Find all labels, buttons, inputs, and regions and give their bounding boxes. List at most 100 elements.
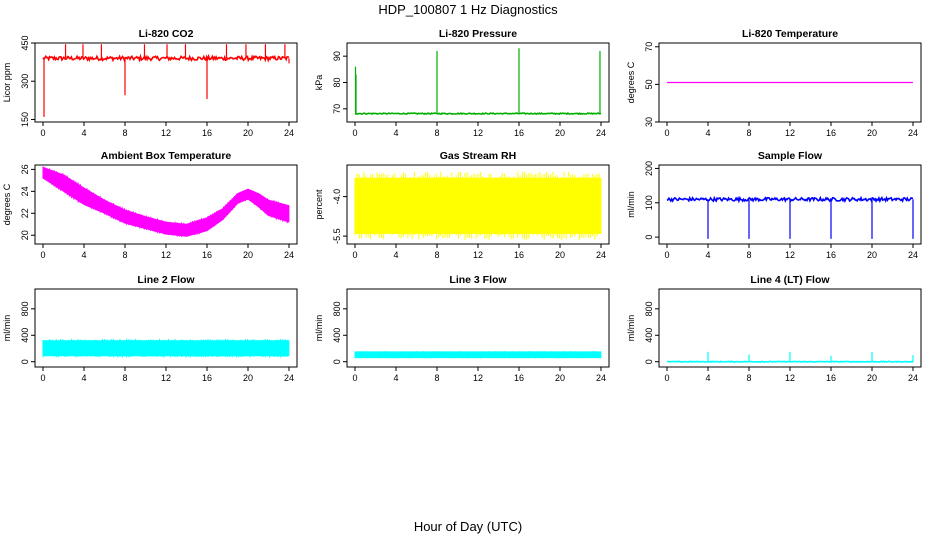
panel-3: Li-820 Temperature degrees C 0 4 8 12 16 20 24 30… bbox=[626, 28, 922, 138]
x-tick-label: 24 bbox=[284, 250, 294, 260]
panel-4: Ambient Box Temperature degrees C 0 4 8 12 16 2… bbox=[2, 150, 298, 260]
y-tick-label: 90 bbox=[332, 51, 342, 61]
panel-title: Li-820 CO2 bbox=[139, 28, 194, 40]
figure-xlabel: Hour of Day (UTC) bbox=[414, 519, 522, 534]
y-axis-label: kPa bbox=[314, 75, 324, 91]
y-tick-label: 400 bbox=[332, 328, 342, 343]
y-tick-label: 20 bbox=[20, 230, 30, 240]
x-tick-label: 4 bbox=[81, 250, 86, 260]
y-tick-label: -4.0 bbox=[332, 189, 342, 205]
y-axis-label: percent bbox=[314, 189, 324, 220]
x-tick-label: 4 bbox=[705, 250, 710, 260]
x-tick-label: 0 bbox=[40, 128, 45, 138]
plot-area bbox=[42, 338, 290, 358]
x-tick-label: 12 bbox=[161, 373, 171, 383]
x-tick-label: 12 bbox=[785, 128, 795, 138]
y-tick-label: 26 bbox=[20, 164, 30, 174]
y-axis-label: ml/min bbox=[314, 315, 324, 342]
plot-area bbox=[666, 195, 914, 239]
x-tick-label: 16 bbox=[514, 128, 524, 138]
plot-area bbox=[666, 351, 914, 364]
x-tick-label: 0 bbox=[664, 373, 669, 383]
y-tick-label: 400 bbox=[644, 328, 654, 343]
x-tick-label: 8 bbox=[434, 373, 439, 383]
panel-title: Li-820 Pressure bbox=[439, 28, 517, 40]
x-tick-label: 16 bbox=[202, 373, 212, 383]
plot-area bbox=[354, 351, 602, 359]
y-tick-label: 300 bbox=[20, 74, 30, 89]
y-tick-label: 70 bbox=[644, 42, 654, 52]
x-tick-label: 4 bbox=[81, 373, 86, 383]
panel-5: Gas Stream RH percent 0 4 8 12 16 20 24 -5.5 -4.0 bbox=[314, 150, 610, 260]
x-tick-label: 12 bbox=[785, 250, 795, 260]
x-tick-label: 0 bbox=[664, 250, 669, 260]
x-tick-label: 8 bbox=[122, 373, 127, 383]
y-axis-label: Licor ppm bbox=[2, 63, 12, 103]
x-tick-label: 20 bbox=[867, 250, 877, 260]
x-tick-label: 20 bbox=[555, 128, 565, 138]
x-tick-label: 20 bbox=[867, 373, 877, 383]
x-tick-label: 4 bbox=[705, 373, 710, 383]
panel-7: Line 2 Flow ml/min 0 4 8 12 16 20 24 0 400 800 bbox=[2, 274, 298, 383]
x-tick-label: 8 bbox=[746, 373, 751, 383]
y-tick-label: 400 bbox=[20, 328, 30, 343]
y-tick-label: 800 bbox=[644, 301, 654, 316]
x-tick-label: 8 bbox=[434, 250, 439, 260]
x-tick-label: 12 bbox=[161, 128, 171, 138]
panel-1: Li-820 CO2 Licor ppm 0 4 8 12 16 20 24 150 300 450 bbox=[2, 28, 298, 138]
y-tick-label: 22 bbox=[20, 208, 30, 218]
plot-area bbox=[354, 171, 602, 240]
x-tick-label: 12 bbox=[473, 373, 483, 383]
x-tick-label: 8 bbox=[434, 128, 439, 138]
x-tick-label: 4 bbox=[393, 128, 398, 138]
panel-title: Li-820 Temperature bbox=[742, 28, 838, 40]
y-axis-label: degrees C bbox=[2, 183, 12, 225]
x-tick-label: 0 bbox=[352, 250, 357, 260]
x-tick-label: 16 bbox=[202, 250, 212, 260]
x-tick-label: 24 bbox=[596, 373, 606, 383]
panel-2: Li-820 Pressure kPa 0 4 8 12 16 20 24 70 80 90 bbox=[314, 28, 610, 138]
x-tick-label: 4 bbox=[705, 128, 710, 138]
y-tick-label: 800 bbox=[332, 301, 342, 316]
x-tick-label: 0 bbox=[40, 373, 45, 383]
x-tick-label: 16 bbox=[826, 250, 836, 260]
y-tick-label: -5.5 bbox=[332, 228, 342, 244]
y-tick-label: 450 bbox=[20, 35, 30, 50]
series-baseline bbox=[355, 112, 602, 116]
x-tick-label: 24 bbox=[908, 128, 918, 138]
x-tick-label: 12 bbox=[473, 250, 483, 260]
y-tick-label: 100 bbox=[644, 195, 654, 210]
x-tick-label: 20 bbox=[243, 128, 253, 138]
figure-title: HDP_100807 1 Hz Diagnostics bbox=[378, 2, 558, 17]
panel-title: Line 4 (LT) Flow bbox=[750, 274, 830, 286]
x-tick-label: 16 bbox=[514, 250, 524, 260]
x-tick-label: 8 bbox=[746, 250, 751, 260]
x-tick-label: 12 bbox=[785, 373, 795, 383]
x-tick-label: 0 bbox=[352, 128, 357, 138]
x-tick-label: 20 bbox=[867, 128, 877, 138]
x-tick-label: 24 bbox=[284, 373, 294, 383]
x-tick-label: 0 bbox=[664, 128, 669, 138]
y-tick-label: 0 bbox=[644, 235, 654, 240]
panel-title: Line 2 Flow bbox=[137, 274, 195, 286]
y-tick-label: 800 bbox=[20, 301, 30, 316]
plot-area bbox=[42, 166, 290, 237]
panel-9: Line 4 (LT) Flow ml/min 0 4 8 12 16 20 24 0 400 800 bbox=[626, 274, 922, 383]
x-tick-label: 20 bbox=[555, 250, 565, 260]
y-axis-label: ml/min bbox=[626, 315, 636, 342]
x-tick-label: 0 bbox=[352, 373, 357, 383]
y-tick-label: 70 bbox=[332, 104, 342, 114]
x-tick-label: 24 bbox=[908, 250, 918, 260]
y-tick-label: 0 bbox=[332, 359, 342, 364]
y-tick-label: 24 bbox=[20, 186, 30, 196]
panel-title: Line 3 Flow bbox=[449, 274, 507, 286]
x-tick-label: 24 bbox=[908, 373, 918, 383]
x-tick-label: 8 bbox=[122, 128, 127, 138]
panel-8: Line 3 Flow ml/min 0 4 8 12 16 20 24 0 400 800 bbox=[314, 274, 610, 383]
x-tick-label: 20 bbox=[243, 250, 253, 260]
x-tick-label: 20 bbox=[243, 373, 253, 383]
x-tick-label: 24 bbox=[596, 250, 606, 260]
x-tick-label: 20 bbox=[555, 373, 565, 383]
